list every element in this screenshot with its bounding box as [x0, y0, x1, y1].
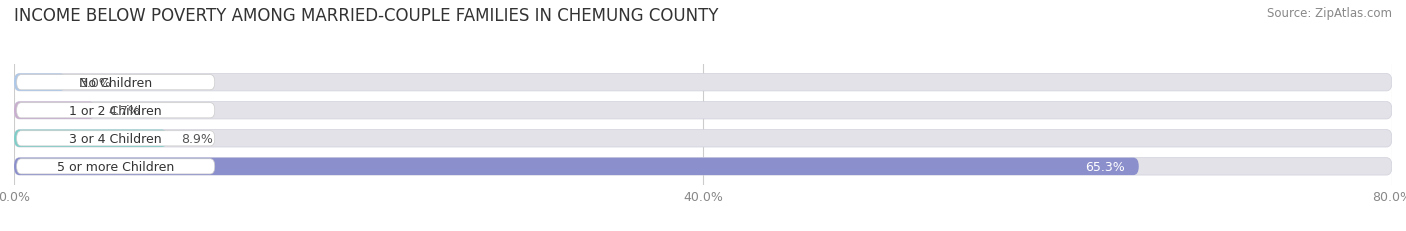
FancyBboxPatch shape: [17, 131, 215, 146]
FancyBboxPatch shape: [14, 158, 1392, 175]
Text: 3 or 4 Children: 3 or 4 Children: [69, 132, 162, 145]
FancyBboxPatch shape: [14, 130, 167, 147]
FancyBboxPatch shape: [14, 74, 1392, 91]
FancyBboxPatch shape: [14, 102, 96, 119]
Text: 4.7%: 4.7%: [108, 104, 141, 117]
Text: 5 or more Children: 5 or more Children: [58, 160, 174, 173]
Text: INCOME BELOW POVERTY AMONG MARRIED-COUPLE FAMILIES IN CHEMUNG COUNTY: INCOME BELOW POVERTY AMONG MARRIED-COUPL…: [14, 7, 718, 25]
Text: Source: ZipAtlas.com: Source: ZipAtlas.com: [1267, 7, 1392, 20]
Text: No Children: No Children: [79, 76, 152, 89]
FancyBboxPatch shape: [14, 74, 66, 91]
Text: 3.0%: 3.0%: [80, 76, 111, 89]
Text: 65.3%: 65.3%: [1085, 160, 1125, 173]
FancyBboxPatch shape: [14, 102, 1392, 119]
FancyBboxPatch shape: [14, 158, 1139, 175]
FancyBboxPatch shape: [17, 75, 215, 90]
Text: 1 or 2 Children: 1 or 2 Children: [69, 104, 162, 117]
FancyBboxPatch shape: [17, 103, 215, 118]
Text: 8.9%: 8.9%: [181, 132, 212, 145]
FancyBboxPatch shape: [14, 130, 1392, 147]
FancyBboxPatch shape: [17, 159, 215, 174]
